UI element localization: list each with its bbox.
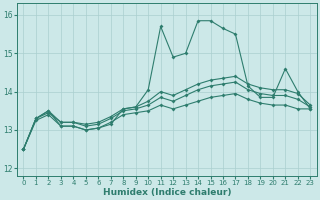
X-axis label: Humidex (Indice chaleur): Humidex (Indice chaleur) bbox=[103, 188, 231, 197]
